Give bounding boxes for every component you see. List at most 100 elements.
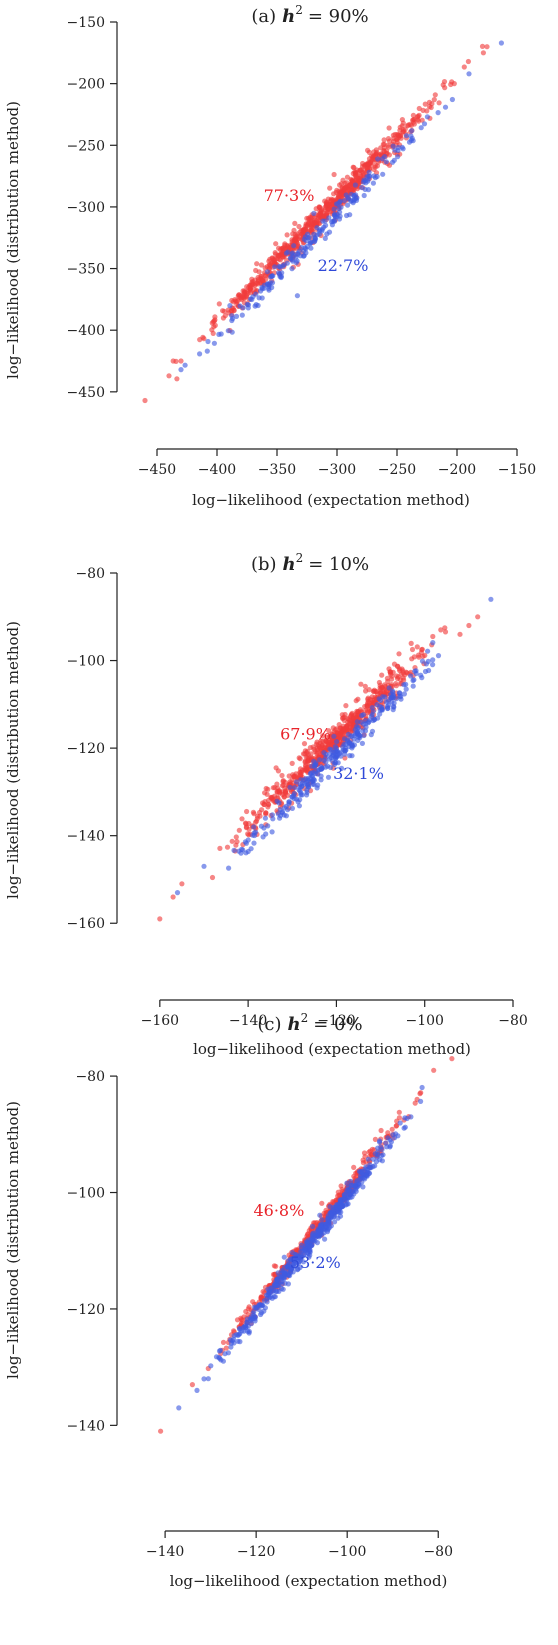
data-point (370, 708, 376, 715)
data-point (371, 687, 377, 693)
data-point (309, 763, 315, 769)
y-axis-label: log−likelihood (distribution method) (4, 1101, 22, 1379)
data-point (248, 846, 254, 852)
data-point (338, 190, 344, 196)
panel-title: (a) h2 = 90% (251, 3, 368, 27)
data-point (269, 829, 275, 835)
data-point (279, 772, 285, 779)
data-point (289, 1250, 296, 1256)
data-point (264, 1299, 270, 1305)
data-point (292, 1257, 298, 1263)
data-point (174, 890, 181, 896)
data-point (308, 751, 314, 757)
data-point (442, 625, 448, 631)
data-point (361, 192, 367, 199)
data-point (300, 1259, 307, 1265)
data-point (231, 1328, 237, 1334)
data-point (178, 358, 184, 364)
data-point (360, 728, 366, 734)
data-point (282, 805, 288, 811)
data-point (401, 682, 407, 688)
data-point (273, 251, 279, 257)
data-point (311, 210, 317, 216)
data-point (304, 748, 310, 754)
data-point (366, 169, 372, 175)
data-point (441, 79, 448, 85)
data-point (266, 1290, 273, 1296)
data-point (372, 717, 378, 723)
title-value: = 0% (313, 1014, 362, 1035)
data-point (352, 169, 358, 175)
data-point (428, 104, 434, 111)
y-tick-label: −450 (67, 385, 105, 401)
data-point (323, 1221, 329, 1227)
data-point (346, 196, 352, 202)
data-point (285, 1258, 292, 1264)
data-point (431, 1067, 437, 1073)
data-point (303, 754, 309, 760)
data-point (216, 1348, 223, 1354)
data-point (339, 765, 345, 772)
x-axis: −160 −140 −120 −100 −80 log−likelihood (expec… (141, 999, 528, 1058)
data-point (349, 742, 355, 748)
data-point (461, 64, 467, 70)
data-point (294, 293, 300, 299)
data-point (324, 1216, 330, 1222)
data-point (342, 745, 348, 751)
data-point (293, 1252, 299, 1258)
data-point (370, 153, 376, 159)
data-point (217, 845, 223, 852)
data-point (251, 1308, 257, 1314)
data-point (358, 1175, 364, 1181)
data-point (383, 159, 389, 165)
title-value: = 10% (308, 554, 369, 575)
y-tick-label: −300 (67, 200, 105, 216)
data-point (418, 1098, 424, 1104)
data-point (309, 227, 315, 233)
data-point (178, 367, 184, 373)
data-point (365, 700, 371, 706)
data-point (271, 1263, 277, 1269)
data-point (393, 681, 399, 687)
data-point (251, 824, 257, 830)
data-point (284, 232, 290, 238)
data-point (365, 187, 372, 193)
data-point (411, 119, 417, 125)
data-point (246, 1304, 252, 1310)
data-point (270, 816, 276, 822)
data-point (363, 724, 369, 730)
y-tick-label: −150 (67, 15, 105, 31)
data-point (244, 808, 250, 815)
y-axis: −160 −140 −120 −100 −80 log−likelihood (distr… (4, 566, 118, 932)
data-point (372, 1163, 378, 1169)
data-point (228, 1340, 234, 1346)
y-axis-label: log−likelihood (distribution method) (4, 101, 22, 379)
x-tick-label: −100 (328, 1544, 366, 1560)
data-point (386, 125, 392, 131)
data-point (310, 744, 316, 750)
data-point (341, 198, 347, 204)
data-point (408, 673, 414, 679)
data-point (274, 781, 280, 787)
data-point (480, 50, 486, 56)
data-point (276, 270, 282, 276)
data-point (251, 840, 257, 846)
data-point (250, 809, 256, 815)
data-point (245, 831, 251, 837)
data-point (324, 231, 330, 237)
data-point (401, 691, 407, 697)
data-point (366, 156, 373, 162)
data-point (390, 1132, 396, 1138)
data-point (384, 675, 390, 681)
data-point (386, 152, 392, 158)
data-point (272, 1294, 278, 1300)
data-point (298, 253, 304, 259)
data-point (430, 662, 436, 668)
data-point (325, 739, 331, 745)
data-point (281, 1254, 287, 1260)
data-point (237, 1326, 243, 1332)
data-point (236, 848, 242, 854)
data-point (436, 100, 442, 106)
data-point (395, 144, 401, 151)
